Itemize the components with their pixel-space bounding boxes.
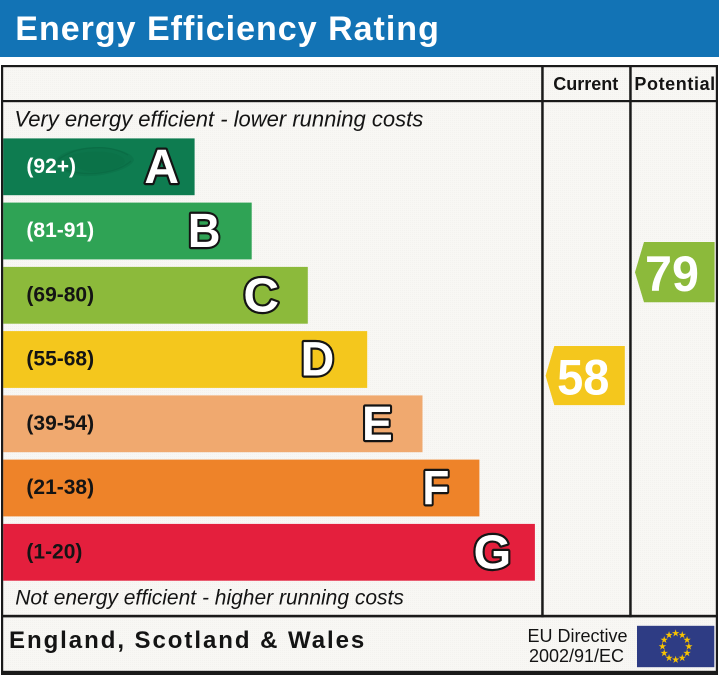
svg-text:England, Scotland & Wales: England, Scotland & Wales (9, 627, 366, 654)
svg-text:G: G (473, 525, 511, 579)
svg-text:E: E (362, 397, 393, 451)
svg-text:B: B (188, 204, 221, 258)
svg-text:79: 79 (645, 246, 699, 302)
svg-text:(55-68): (55-68) (26, 348, 94, 371)
svg-text:A: A (144, 140, 179, 194)
svg-text:(1-20): (1-20) (26, 540, 82, 563)
svg-text:Potential: Potential (634, 74, 715, 94)
svg-text:F: F (422, 460, 449, 514)
svg-text:(92+): (92+) (26, 155, 76, 178)
svg-text:(21-38): (21-38) (26, 476, 94, 499)
svg-text:(81-91): (81-91) (26, 219, 94, 242)
svg-text:2002/91/EC: 2002/91/EC (529, 646, 624, 666)
svg-text:Not energy efficient - higher: Not energy efficient - higher running co… (15, 587, 404, 610)
svg-text:Very energy efficient - lower: Very energy efficient - lower running co… (14, 107, 423, 132)
svg-text:C: C (243, 269, 279, 322)
svg-text:58: 58 (557, 350, 609, 406)
svg-text:(69-80): (69-80) (26, 283, 94, 306)
svg-text:EU Directive: EU Directive (527, 626, 627, 646)
svg-text:(39-54): (39-54) (26, 412, 94, 435)
svg-text:Energy Efficiency Rating: Energy Efficiency Rating (15, 10, 440, 48)
svg-text:D: D (301, 333, 335, 387)
svg-text:Current: Current (553, 74, 618, 94)
